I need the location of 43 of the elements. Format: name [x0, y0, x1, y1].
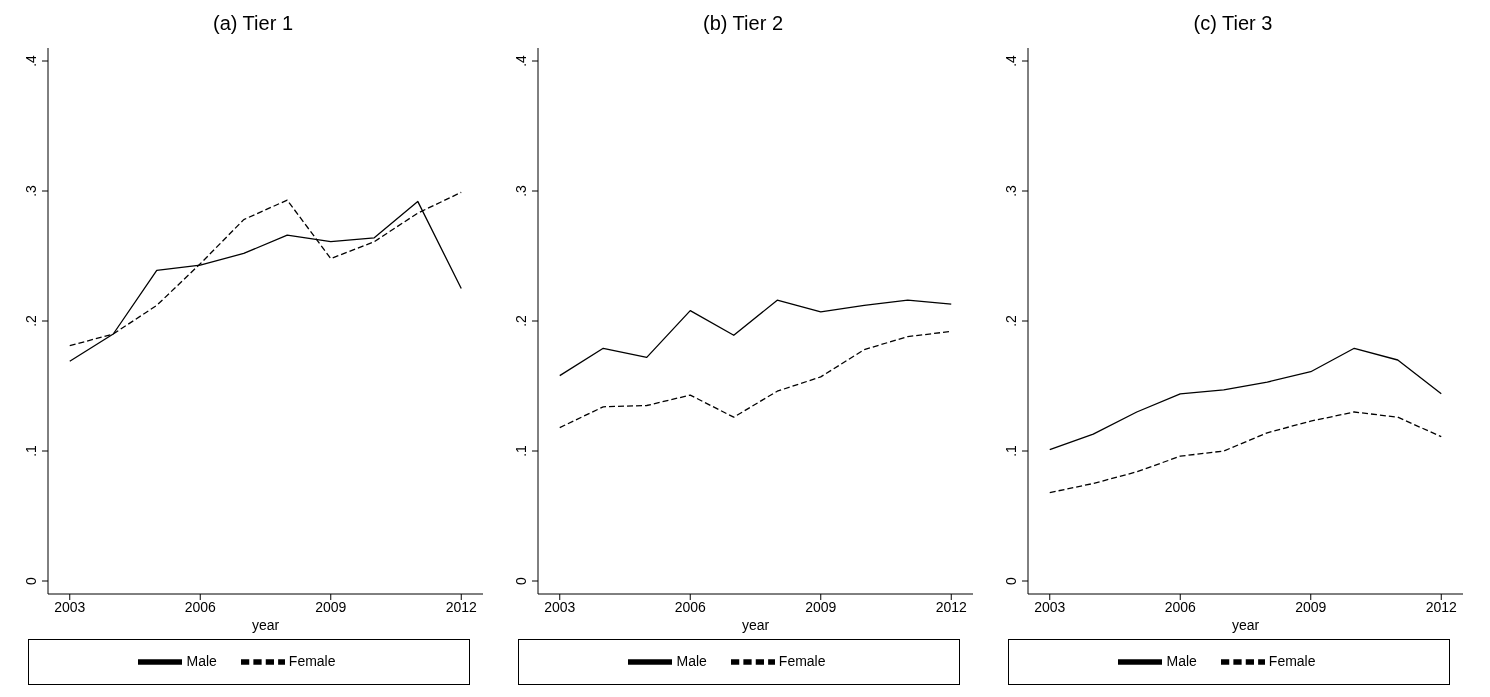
y-tick-label: .1	[1003, 444, 1019, 457]
x-tick-label: 2012	[445, 598, 478, 615]
y-tick-label: .4	[1003, 54, 1019, 67]
y-tick-label: .1	[23, 444, 39, 457]
line-series	[559, 330, 952, 429]
x-tick-label: 2009	[1295, 598, 1327, 615]
line-series	[559, 299, 952, 377]
y-tick-label: .3	[23, 184, 39, 197]
x-tick-label: 2009	[805, 598, 837, 615]
x-axis-title: year	[1231, 617, 1260, 633]
chart-title: (c) Tier 3	[1193, 11, 1273, 36]
x-tick-label: 2009	[315, 598, 347, 615]
x-tick-label: 2003	[54, 598, 86, 615]
x-tick-label: 2012	[1425, 598, 1458, 615]
legend-label: Male	[1166, 652, 1197, 669]
legend-label: Male	[676, 652, 707, 669]
x-axis-title: year	[741, 617, 770, 633]
chart-title: (a) Tier 1	[212, 11, 294, 36]
y-tick-label: 0	[23, 576, 39, 585]
x-tick-label: 2003	[544, 598, 576, 615]
x-tick-label: 2006	[184, 598, 217, 615]
y-tick-label: .2	[23, 314, 39, 327]
y-tick-label: .4	[513, 54, 529, 67]
chart-title: (b) Tier 2	[702, 11, 784, 36]
y-tick-label: .4	[23, 54, 39, 67]
line-series	[1049, 411, 1442, 494]
x-tick-label: 2006	[1164, 598, 1197, 615]
legend-label: Female	[1268, 652, 1316, 669]
x-tick-label: 2006	[674, 598, 707, 615]
y-tick-label: 0	[1003, 576, 1019, 585]
x-axis-title: year	[251, 617, 280, 633]
legend-label: Female	[288, 652, 336, 669]
y-tick-label: .1	[513, 444, 529, 457]
y-tick-label: .3	[513, 184, 529, 197]
legend-label: Female	[778, 652, 826, 669]
x-tick-label: 2003	[1034, 598, 1066, 615]
y-tick-label: 0	[513, 576, 529, 585]
y-tick-label: .3	[1003, 184, 1019, 197]
y-tick-label: .2	[1003, 314, 1019, 327]
x-tick-label: 2012	[935, 598, 968, 615]
y-tick-label: .2	[513, 314, 529, 327]
legend-label: Male	[186, 652, 217, 669]
line-series	[1049, 347, 1442, 451]
